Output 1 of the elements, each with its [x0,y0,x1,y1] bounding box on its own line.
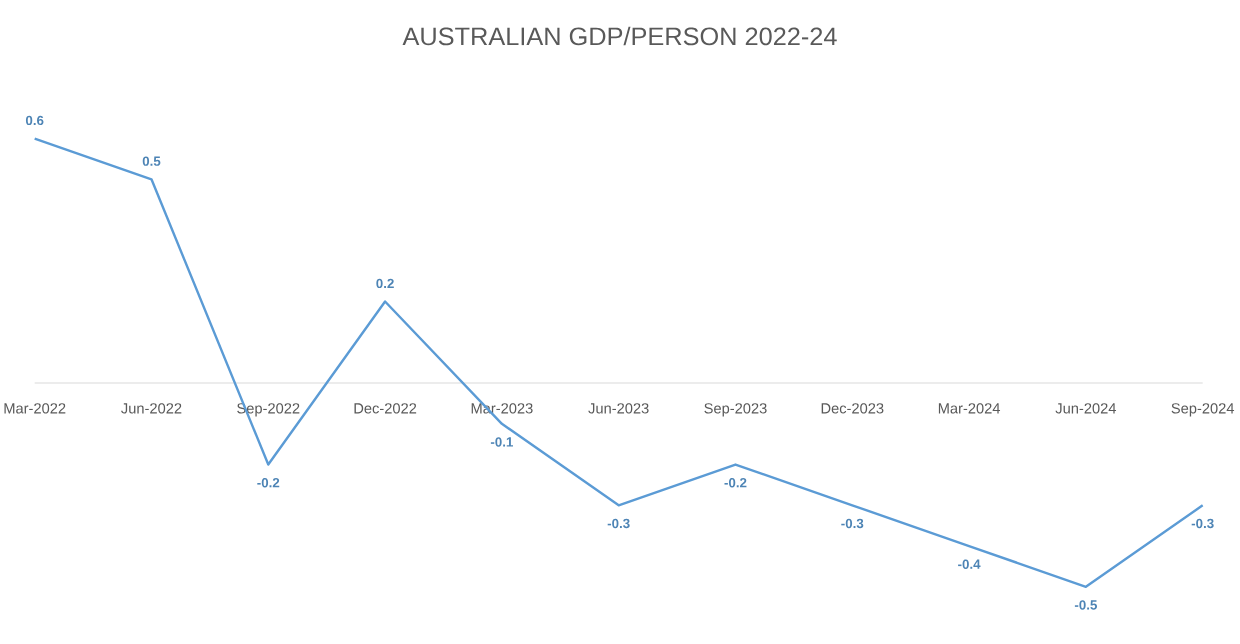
chart-title: AUSTRALIAN GDP/PERSON 2022-24 [402,26,837,46]
